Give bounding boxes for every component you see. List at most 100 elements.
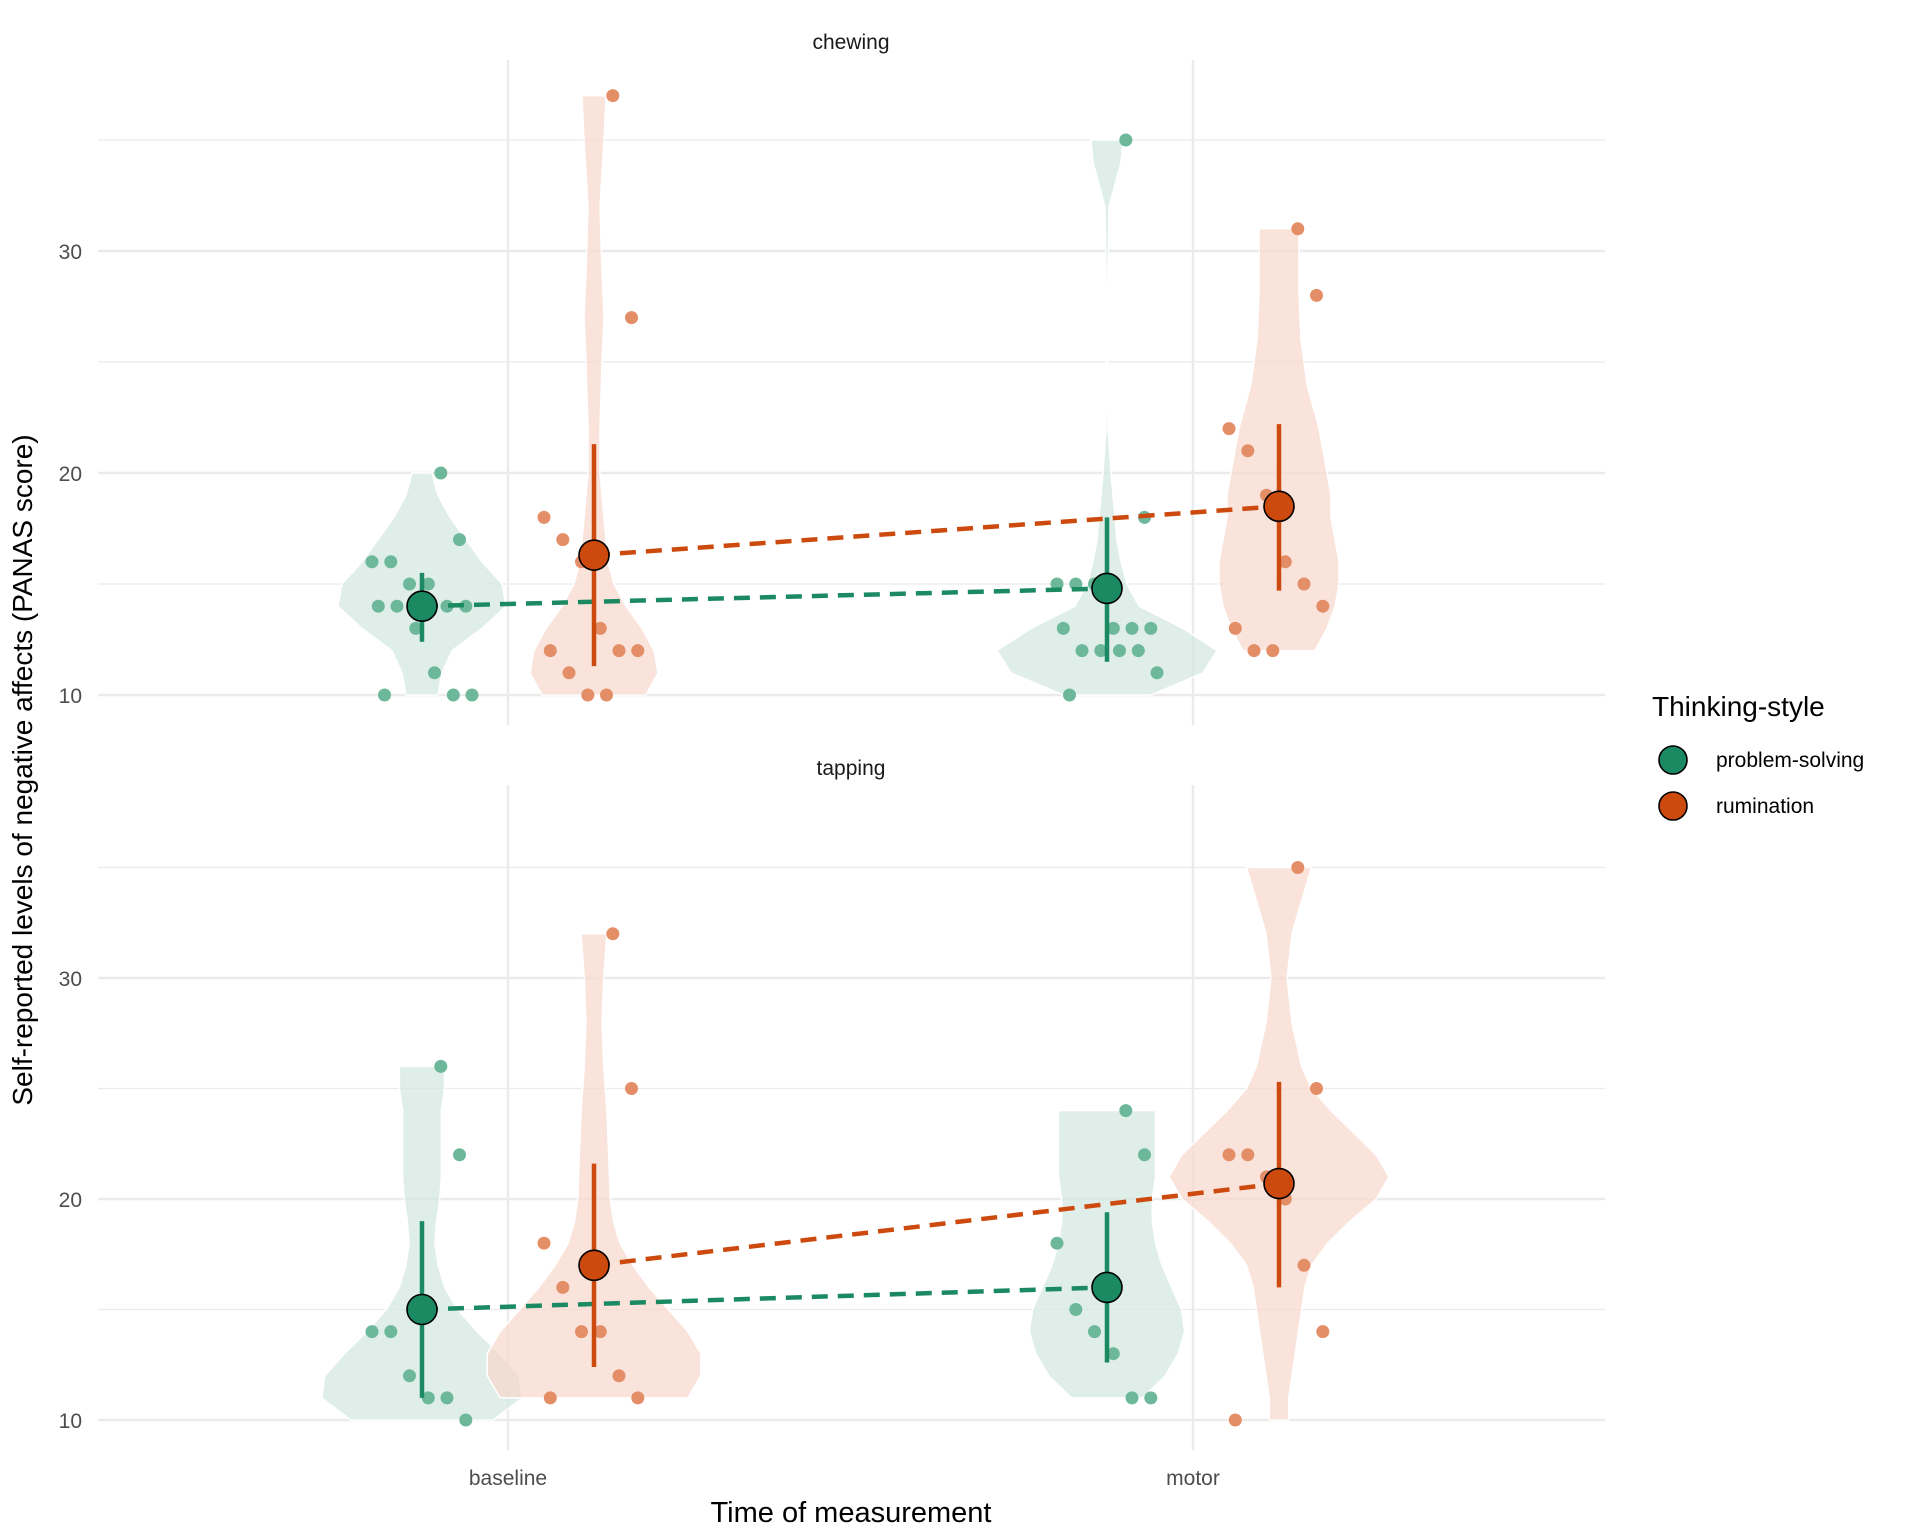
data-point-rumination <box>556 1280 570 1294</box>
data-point-problem-solving <box>1106 621 1120 635</box>
x-tick-label-motor: motor <box>1166 1467 1220 1490</box>
data-point-rumination <box>593 1325 607 1339</box>
data-point-rumination <box>631 1391 645 1405</box>
mean-point-problem-solving-motor <box>1091 572 1123 605</box>
y-tick-label: 30 <box>59 968 82 991</box>
panel-tapping: tapping 10 20 30 <box>59 757 1605 1450</box>
data-point-rumination <box>1228 1413 1242 1427</box>
y-tick-label: 30 <box>59 241 82 264</box>
mean-line-rumination <box>593 504 1280 558</box>
data-point-problem-solving <box>428 666 441 680</box>
data-point-rumination <box>1266 644 1280 658</box>
data-point-rumination <box>543 1391 557 1405</box>
data-point-rumination <box>1310 288 1323 302</box>
data-point-problem-solving <box>421 577 435 591</box>
mean-point-problem-solving-motor <box>1091 1271 1123 1304</box>
legend-label-rumination: rumination <box>1716 795 1814 818</box>
data-point-rumination <box>1297 1258 1311 1272</box>
data-point-rumination <box>1278 555 1292 569</box>
data-point-problem-solving <box>421 1391 435 1405</box>
y-axis-title: Self-reported levels of negative affects… <box>7 434 38 1105</box>
violin-problem-solving-motor <box>995 139 1219 696</box>
data-point-rumination <box>543 644 557 658</box>
mean-point-rumination-motor <box>1263 490 1295 523</box>
data-point-problem-solving <box>453 1148 466 1162</box>
data-point-problem-solving <box>1119 1104 1133 1118</box>
data-point-rumination <box>1222 422 1236 436</box>
data-point-rumination <box>1291 861 1305 874</box>
data-point-problem-solving <box>1063 688 1076 702</box>
data-point-rumination <box>581 688 595 702</box>
legend-items: problem-solving rumination <box>1658 745 1864 821</box>
data-point-problem-solving <box>378 688 391 702</box>
data-point-problem-solving <box>1106 1347 1120 1361</box>
grid <box>98 785 1605 1450</box>
legend: Thinking-style problem-solving rumination <box>1652 691 1864 821</box>
data-point-problem-solving <box>1056 621 1070 635</box>
data-point-rumination <box>625 311 638 325</box>
legend-key-rumination <box>1658 791 1688 821</box>
data-point-problem-solving <box>1113 644 1126 658</box>
data-point-rumination <box>562 666 576 680</box>
data-point-problem-solving <box>1088 1325 1101 1339</box>
y-tick-label: 10 <box>59 1410 82 1433</box>
data-point-rumination <box>1291 222 1305 236</box>
data-point-problem-solving <box>446 688 460 702</box>
data-point-problem-solving <box>440 1391 454 1405</box>
legend-label-problem-solving: problem-solving <box>1716 749 1864 772</box>
data-point-problem-solving <box>384 555 398 569</box>
data-point-rumination <box>1310 1082 1323 1095</box>
data-point-rumination <box>575 1325 588 1339</box>
data-point-problem-solving <box>365 1325 379 1339</box>
mean-point-rumination-baseline <box>578 1249 610 1282</box>
panel-chewing: chewing 10 20 30 <box>59 31 1605 725</box>
grid <box>98 60 1605 725</box>
data-point-problem-solving <box>1119 133 1133 147</box>
panels-layer: chewing 10 20 30 tapping 10 20 30 baseline motor <box>59 31 1605 1490</box>
data-point-rumination <box>1316 1325 1330 1339</box>
data-point-problem-solving <box>1094 644 1108 658</box>
data-point-problem-solving <box>434 1059 448 1073</box>
data-point-problem-solving <box>440 599 454 613</box>
data-point-rumination <box>1228 621 1242 635</box>
data-point-rumination <box>600 688 613 702</box>
data-point-rumination <box>606 89 620 103</box>
data-point-rumination <box>631 644 645 658</box>
data-point-rumination <box>1297 577 1311 591</box>
data-point-problem-solving <box>1150 666 1164 680</box>
data-point-problem-solving <box>434 466 448 480</box>
legend-key-problem-solving <box>1658 745 1688 775</box>
data-point-problem-solving <box>390 599 404 613</box>
data-point-rumination <box>625 1082 638 1095</box>
data-point-problem-solving <box>465 688 479 702</box>
data-point-problem-solving <box>1125 621 1139 635</box>
data-point-problem-solving <box>1050 577 1064 591</box>
x-tick-label-baseline: baseline <box>469 1467 547 1490</box>
data-point-problem-solving <box>409 621 423 635</box>
y-tick-label: 20 <box>59 463 82 486</box>
data-point-rumination <box>612 644 626 658</box>
data-point-problem-solving <box>1075 644 1089 658</box>
data-point-problem-solving <box>1144 1391 1158 1405</box>
y-tick-label: 20 <box>59 1189 82 1212</box>
panel-title: chewing <box>812 31 889 54</box>
data-point-rumination <box>537 510 551 524</box>
data-point-problem-solving <box>1138 1148 1151 1162</box>
data-point-problem-solving <box>1144 621 1158 635</box>
data-point-rumination <box>1222 1148 1236 1162</box>
data-point-rumination <box>1241 444 1255 458</box>
mean-line-rumination <box>593 1181 1280 1268</box>
panel-title: tapping <box>817 757 886 780</box>
data-point-rumination <box>612 1369 626 1383</box>
data-point-problem-solving <box>453 533 466 547</box>
data-point-problem-solving <box>403 1369 416 1383</box>
violin-rumination-baseline <box>529 94 659 696</box>
data-point-rumination <box>1316 599 1330 613</box>
mean-point-rumination-motor <box>1263 1167 1295 1200</box>
x-axis-title: Time of measurement <box>711 1497 992 1529</box>
data-point-rumination <box>537 1236 551 1250</box>
mean-line-problem-solving <box>421 586 1108 609</box>
data-point-problem-solving <box>403 577 416 591</box>
data-point-problem-solving <box>1050 1236 1064 1250</box>
